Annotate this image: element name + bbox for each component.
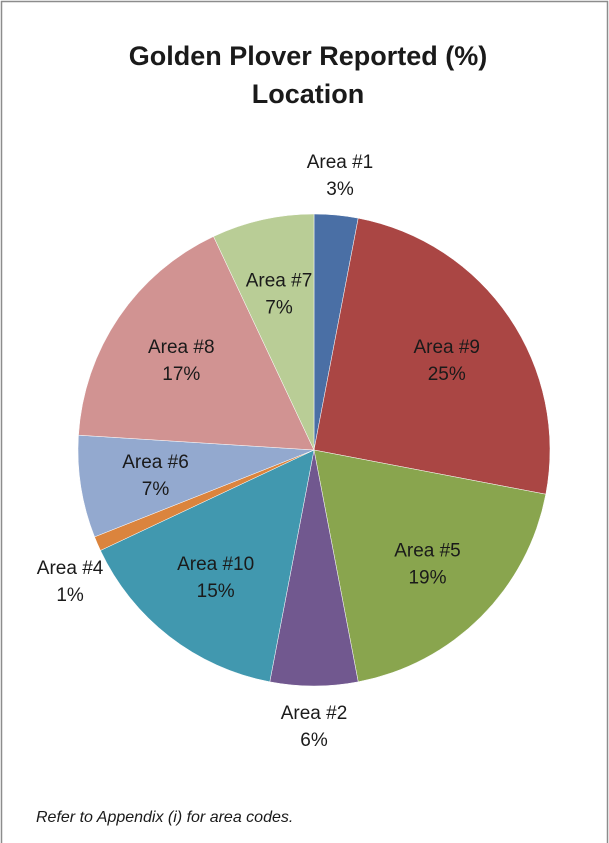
pie-slice — [100, 449, 315, 683]
slice-value-label: 3% — [326, 179, 354, 200]
slice-value-label: 6% — [300, 730, 328, 751]
slice-label: Area #6 — [122, 452, 189, 473]
pie-slice — [313, 217, 551, 495]
slice-label: Area #5 — [394, 540, 461, 561]
note: Refer to Appendix (i) for area codes. — [36, 809, 293, 826]
slice-value-label: 19% — [408, 567, 446, 588]
slice-value-label: 1% — [56, 585, 84, 606]
chart-subtitle: Location — [252, 79, 365, 109]
pie-slice — [77, 434, 315, 538]
slice-value-label: 7% — [142, 479, 170, 500]
slice-label: Area #4 — [37, 558, 104, 579]
slice-label: Area #7 — [246, 270, 313, 291]
slice-label: Area #9 — [413, 337, 480, 358]
chart-title: Golden Plover Reported (%) — [129, 41, 488, 71]
pie-slice — [313, 449, 547, 683]
slice-value-label: 7% — [265, 297, 293, 318]
slice-label: Area #2 — [281, 703, 348, 724]
slice-label: Area #8 — [148, 337, 215, 358]
slice-value-label: 17% — [162, 364, 200, 385]
pie-slice — [78, 236, 315, 451]
slice-value-label: 15% — [197, 581, 235, 602]
pie-slice — [213, 213, 315, 451]
slice-label: Area #10 — [177, 554, 254, 575]
slice-value-label: 25% — [428, 364, 466, 385]
slice-label: Area #1 — [307, 152, 374, 173]
